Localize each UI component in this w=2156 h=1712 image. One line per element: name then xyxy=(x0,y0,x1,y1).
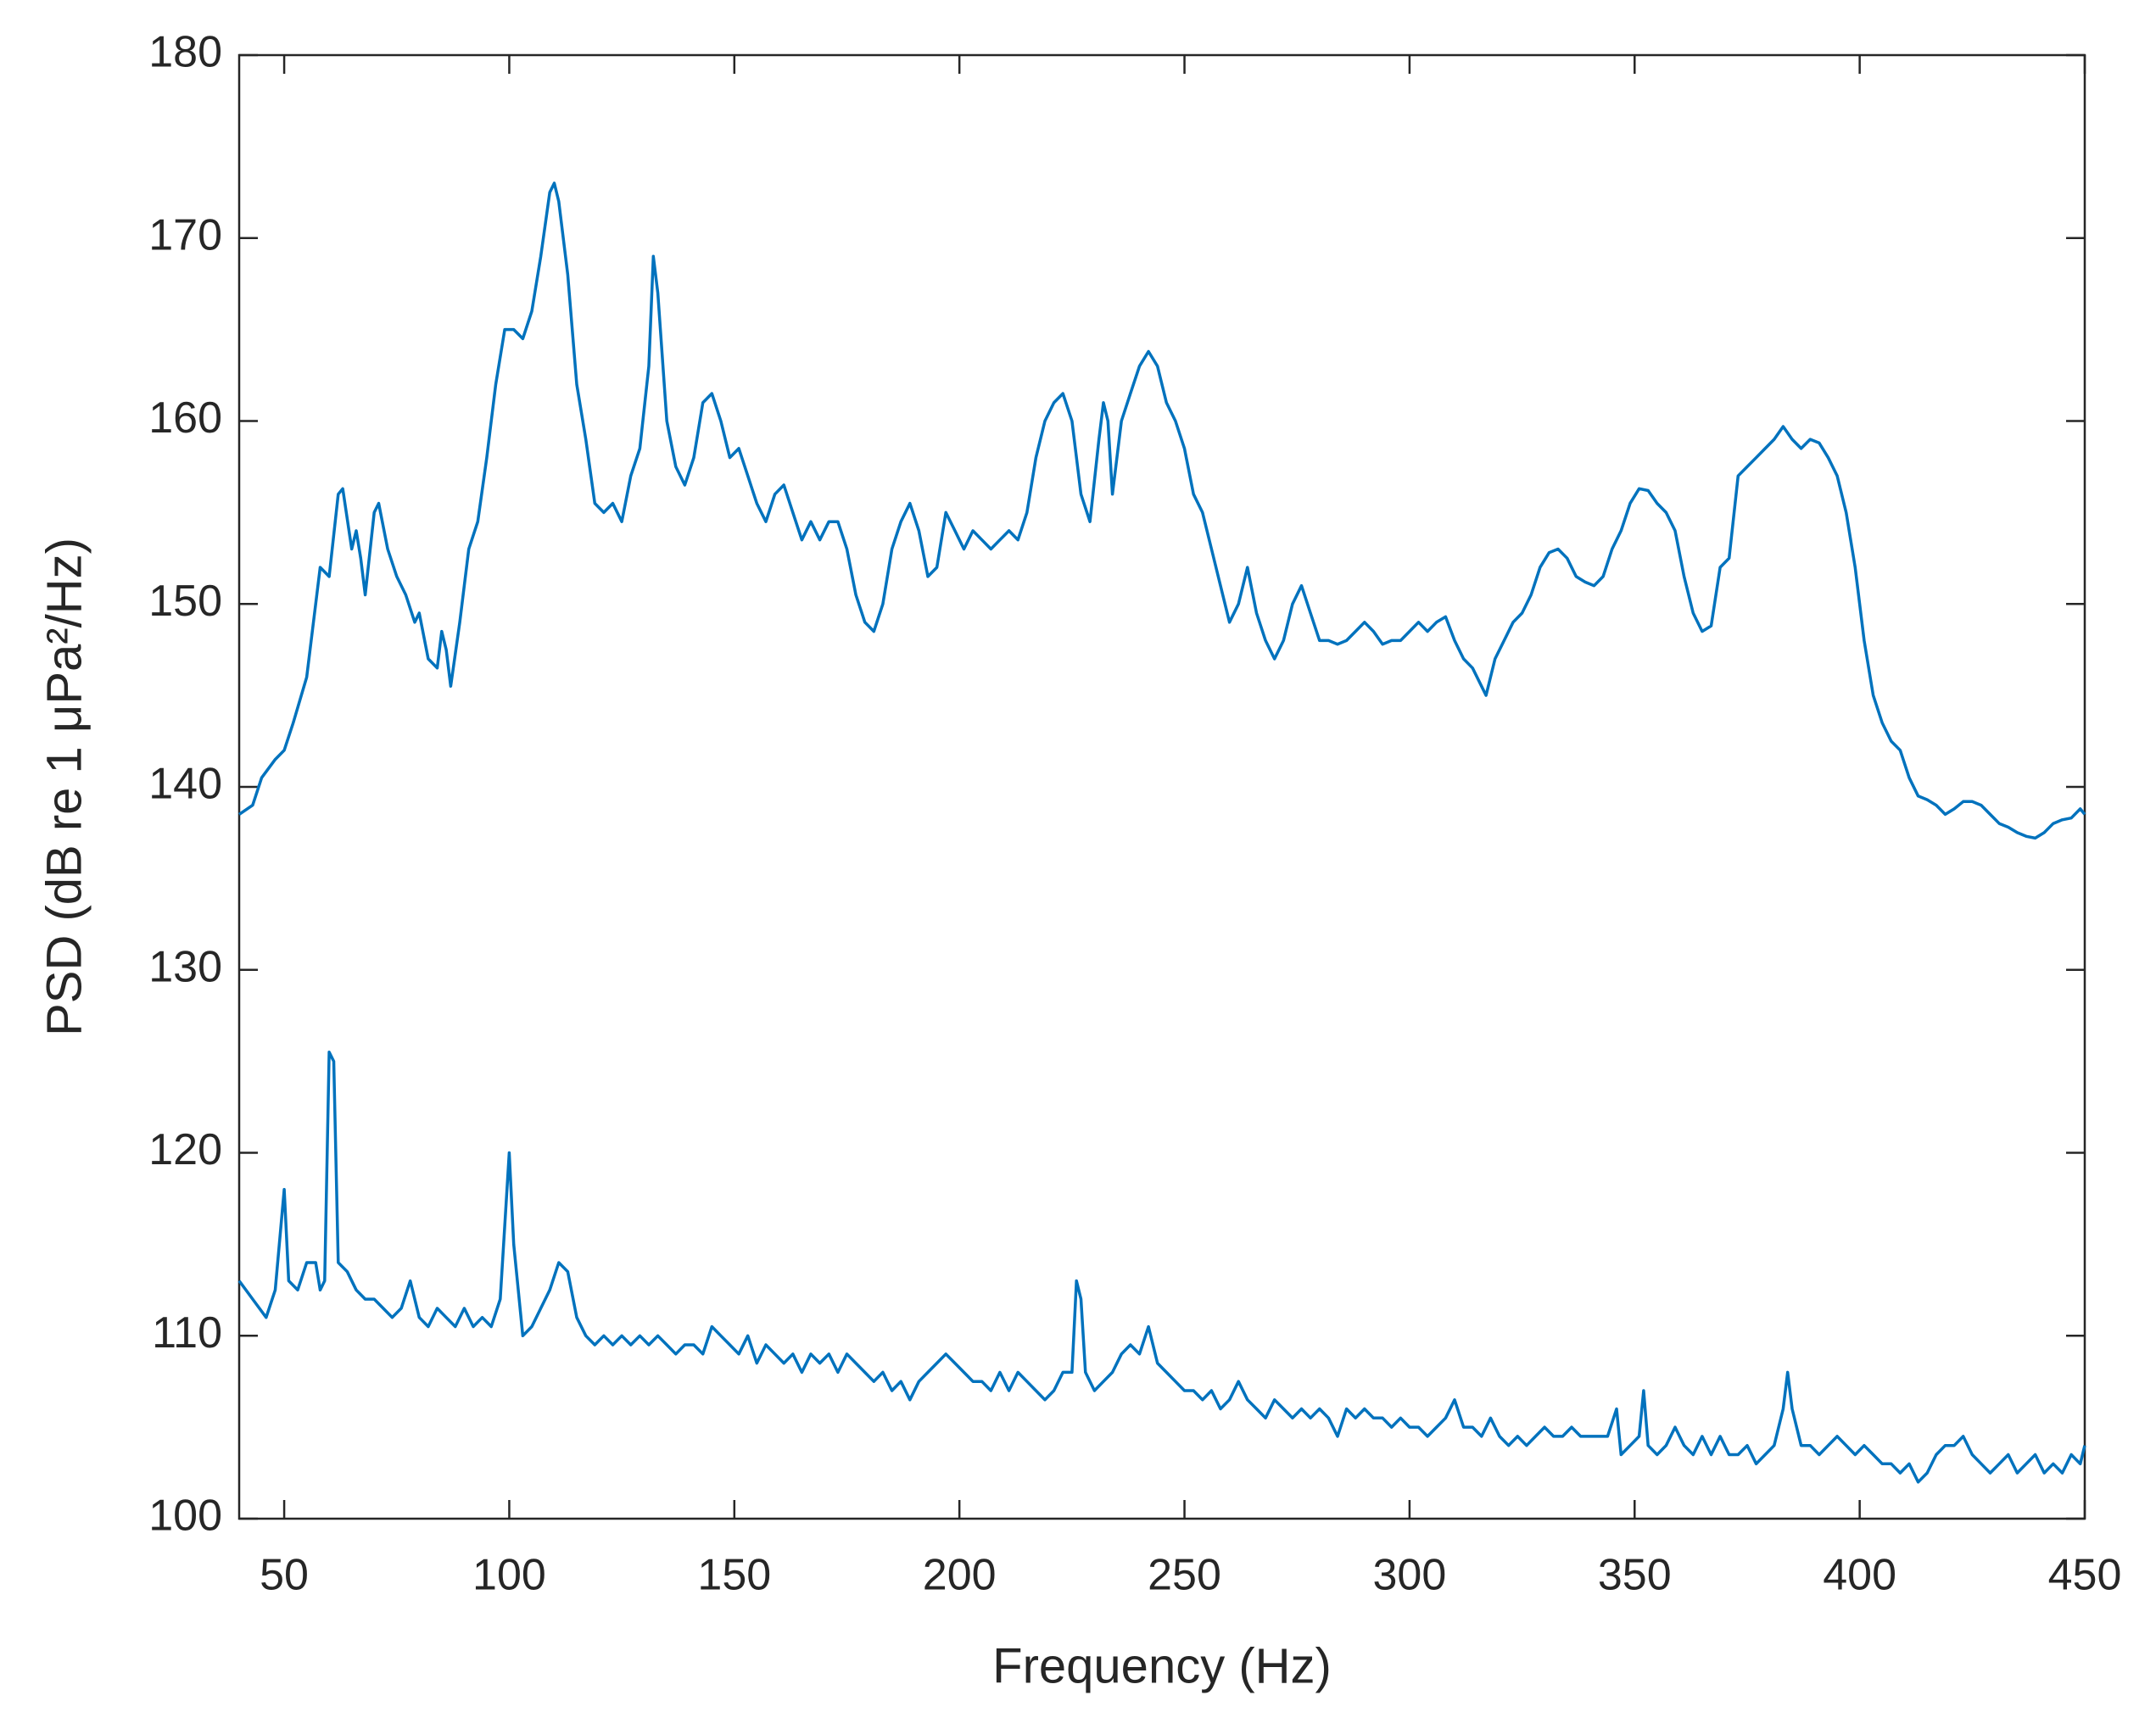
y-tick-label: 130 xyxy=(148,942,222,991)
x-tick-label: 200 xyxy=(923,1551,997,1600)
y-tick-label: 120 xyxy=(148,1125,222,1174)
y-tick-label: 100 xyxy=(148,1492,222,1541)
x-axis-label: Frequency (Hz) xyxy=(992,1638,1332,1693)
plot-frame xyxy=(237,53,2086,1520)
y-tick-label: 140 xyxy=(148,760,222,809)
x-tick-label: 350 xyxy=(1598,1551,1672,1600)
x-tick-label: 400 xyxy=(1823,1551,1896,1600)
x-tick-label: 450 xyxy=(2048,1551,2122,1600)
x-tick-label: 300 xyxy=(1373,1551,1447,1600)
series-line xyxy=(237,1051,2086,1484)
y-tick-label: 160 xyxy=(148,393,222,443)
x-tick-label: 50 xyxy=(260,1551,309,1600)
y-tick-label: 110 xyxy=(152,1308,222,1358)
x-tick-label: 250 xyxy=(1148,1551,1221,1600)
x-tick-label: 150 xyxy=(697,1551,771,1600)
y-tick-label: 170 xyxy=(148,210,222,259)
y-tick-label: 150 xyxy=(148,577,222,626)
y-axis-label: PSD (dB re 1 μPa²/Hz) xyxy=(36,538,92,1036)
x-tick-label: 100 xyxy=(472,1551,546,1600)
y-tick-label: 180 xyxy=(148,28,222,77)
series-line xyxy=(238,181,2086,840)
